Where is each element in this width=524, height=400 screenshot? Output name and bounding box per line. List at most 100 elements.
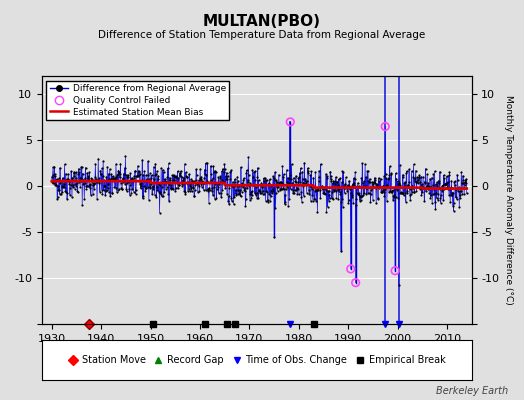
Point (142, 172, 150, 178)
Point (463, 190, 471, 197)
Point (234, 178, 242, 184)
Point (348, 193, 356, 200)
Point (75, 169, 83, 175)
Point (226, 182, 235, 188)
Point (445, 186, 454, 192)
Point (89, 182, 97, 188)
Point (438, 188, 446, 194)
Point (219, 166, 227, 172)
Point (118, 179, 127, 185)
Point (252, 184, 260, 190)
Point (148, 183, 157, 189)
Point (301, 176, 310, 182)
Point (51, 182, 59, 189)
Point (309, 174, 318, 181)
Point (160, 180, 168, 186)
Point (134, 163, 142, 169)
Point (435, 186, 444, 193)
Point (386, 188, 395, 194)
Point (69, 184, 78, 190)
Point (423, 186, 432, 192)
Point (361, 161, 369, 167)
Point (86, 182, 95, 188)
Point (54, 183, 62, 190)
Point (98, 165, 106, 172)
Point (419, 184, 428, 190)
Point (277, 186, 286, 192)
Point (221, 184, 230, 191)
Point (68, 175, 77, 181)
Point (286, 172, 294, 178)
Point (64, 171, 72, 178)
Point (174, 175, 183, 181)
Point (303, 178, 311, 184)
Point (397, 189, 405, 196)
Point (325, 192, 333, 198)
Point (406, 197, 414, 204)
Point (75, 179, 83, 185)
Point (308, 192, 316, 198)
Point (186, 183, 194, 189)
Point (390, 194, 398, 200)
Point (96, 189, 104, 195)
Point (177, 168, 185, 174)
Point (53, 194, 62, 200)
Point (49, 164, 57, 170)
Point (344, 200, 353, 206)
Point (52, 176, 61, 182)
Point (351, 169, 359, 176)
Point (291, 178, 299, 184)
Point (65, 179, 73, 186)
Point (129, 178, 137, 184)
Point (383, 198, 391, 204)
Point (146, 184, 154, 190)
Point (379, 182, 387, 189)
Point (132, 173, 140, 180)
Point (239, 175, 248, 182)
Point (214, 184, 222, 190)
Point (222, 176, 231, 182)
Point (130, 168, 139, 174)
Point (461, 177, 470, 184)
Point (272, 177, 280, 183)
Point (183, 180, 192, 186)
Point (104, 185, 112, 192)
Point (83, 175, 92, 181)
Point (189, 184, 198, 190)
Point (259, 175, 268, 182)
Point (429, 171, 438, 177)
Point (310, 196, 318, 203)
Point (94, 178, 102, 184)
Point (295, 174, 303, 180)
Point (116, 170, 124, 177)
Point (122, 186, 130, 192)
Point (453, 196, 461, 202)
Point (223, 176, 232, 182)
Point (239, 184, 247, 190)
Point (308, 186, 316, 192)
Point (462, 176, 471, 182)
Point (230, 183, 238, 189)
Point (257, 190, 265, 196)
Point (435, 179, 443, 186)
Point (211, 196, 219, 202)
Point (113, 187, 122, 193)
Point (147, 175, 156, 182)
Point (75, 175, 84, 181)
Point (167, 184, 176, 191)
Point (88, 178, 96, 184)
Point (199, 180, 207, 186)
Point (335, 186, 343, 192)
Point (424, 184, 433, 190)
Point (324, 188, 333, 194)
Point (109, 175, 117, 182)
Point (316, 161, 325, 167)
Point (148, 172, 156, 178)
Point (447, 191, 456, 198)
Point (83, 170, 91, 176)
Point (205, 187, 214, 193)
Point (255, 186, 264, 193)
Point (90, 185, 99, 192)
Point (309, 197, 317, 204)
Point (136, 185, 145, 192)
